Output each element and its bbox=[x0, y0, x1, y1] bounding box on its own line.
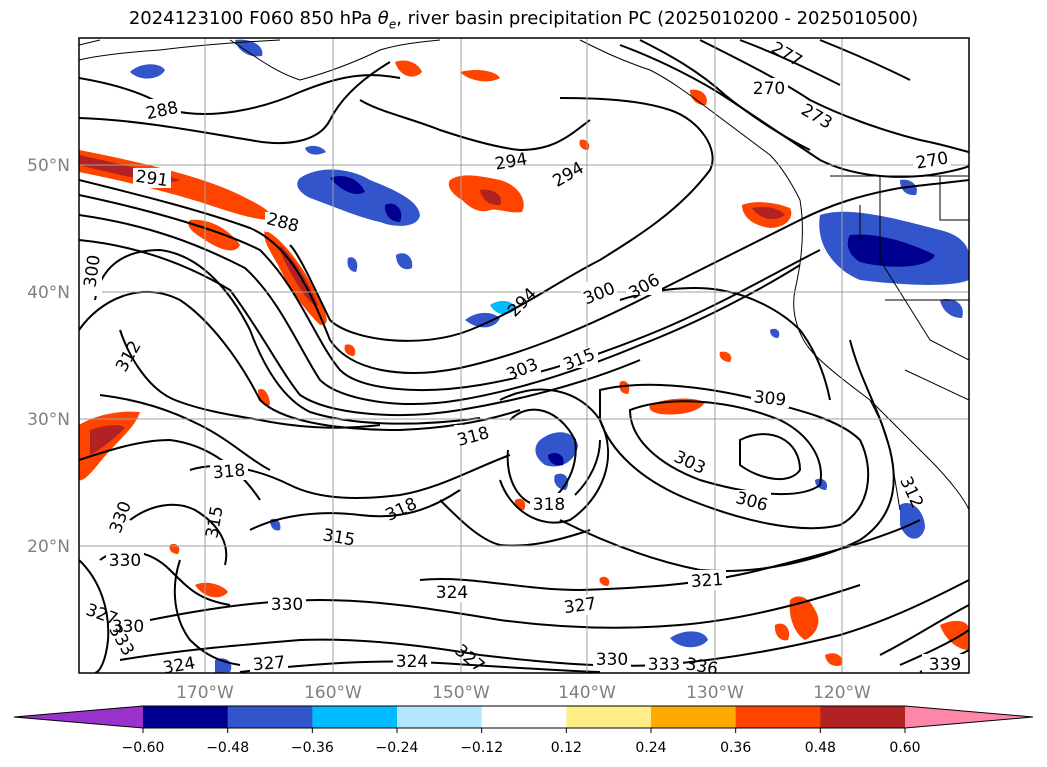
colorbar-extend-high bbox=[905, 706, 1033, 728]
colorbar-tick-label: 0.48 bbox=[805, 740, 836, 756]
contour-label: 324 bbox=[396, 652, 428, 672]
contour-label: 324 bbox=[436, 583, 468, 603]
lon-tick-label: 150°W bbox=[432, 683, 490, 703]
contour-label: 330 bbox=[596, 650, 628, 670]
colorbar-tick-label: −0.48 bbox=[206, 740, 249, 756]
lon-tick-label: 120°W bbox=[813, 683, 871, 703]
contour-label: 270 bbox=[753, 79, 785, 99]
colorbar-extend-low bbox=[14, 706, 143, 728]
map-title: 2024123100 F060 850 hPa θe, river basin … bbox=[128, 8, 919, 32]
lat-tick-labels: 50°N 40°N 30°N 20°N bbox=[27, 156, 70, 557]
lon-tick-labels: 170°W 160°W 150°W 140°W 130°W 120°W bbox=[176, 683, 871, 703]
contour-label: 324 bbox=[161, 653, 196, 678]
colorbar-tick-label: 0.36 bbox=[720, 740, 751, 756]
map-frame bbox=[78, 37, 970, 674]
contour-label: 330 bbox=[271, 595, 303, 615]
colorbar-tick-label: 0.12 bbox=[551, 740, 582, 756]
lon-tick-label: 160°W bbox=[304, 683, 362, 703]
lat-tick-label: 20°N bbox=[27, 537, 70, 557]
contour-label: 327 bbox=[563, 594, 598, 618]
contour-label: 333 bbox=[648, 655, 680, 675]
contour-label: 321 bbox=[690, 570, 724, 592]
contour-label: 330 bbox=[112, 617, 144, 637]
colorbar-swatch bbox=[481, 706, 567, 728]
lat-tick-label: 40°N bbox=[27, 283, 70, 303]
contour-label: 327 bbox=[252, 653, 286, 676]
colorbar-swatch bbox=[735, 706, 821, 728]
lon-tick-label: 170°W bbox=[176, 683, 234, 703]
colorbar-swatch bbox=[312, 706, 398, 728]
colorbar-tick-label: −0.60 bbox=[122, 740, 165, 756]
colorbar: −0.60 −0.48 −0.36 −0.24 −0.12 0.12 0.24 0.36 0.4… bbox=[13, 705, 1034, 756]
colorbar-tick-label: −0.36 bbox=[291, 740, 334, 756]
colorbar-swatch bbox=[566, 706, 652, 728]
contour-label: 291 bbox=[134, 167, 169, 191]
contour-label: 318 bbox=[533, 495, 565, 515]
colorbar-tick-label: −0.12 bbox=[460, 740, 503, 756]
lat-tick-label: 30°N bbox=[27, 410, 70, 430]
lon-tick-label: 140°W bbox=[558, 683, 616, 703]
colorbar-swatch bbox=[227, 706, 313, 728]
lat-tick-label: 50°N bbox=[27, 156, 70, 176]
colorbar-swatch bbox=[820, 706, 906, 728]
colorbar-tick-label: −0.24 bbox=[376, 740, 419, 756]
colorbar-tick-label: 0.60 bbox=[889, 740, 920, 756]
coastlines bbox=[79, 39, 969, 511]
contour-label: 339 bbox=[929, 655, 961, 675]
contour-label: 318 bbox=[212, 461, 246, 484]
colorbar-tick-label: 0.24 bbox=[635, 740, 666, 756]
colorbar-swatch bbox=[397, 706, 483, 728]
map-plot-area bbox=[79, 38, 969, 673]
lon-tick-label: 130°W bbox=[686, 683, 744, 703]
contour-label: 330 bbox=[109, 551, 141, 571]
gridlines bbox=[79, 38, 969, 673]
colorbar-swatch bbox=[143, 706, 229, 728]
contour-label: 309 bbox=[753, 387, 787, 410]
contour-label: 336 bbox=[684, 654, 719, 679]
colorbar-swatch bbox=[651, 706, 737, 728]
contour-label: 300 bbox=[81, 254, 105, 289]
